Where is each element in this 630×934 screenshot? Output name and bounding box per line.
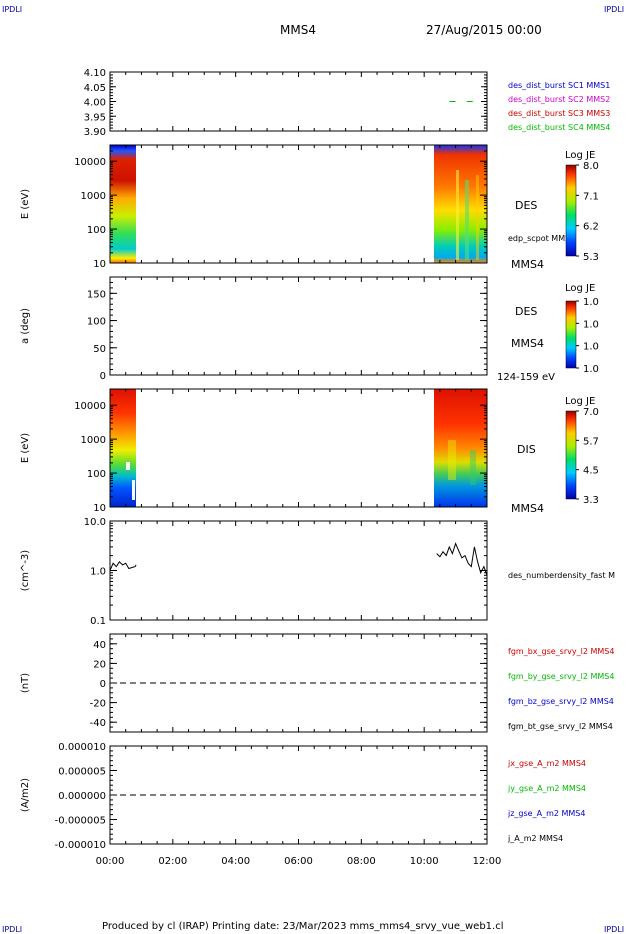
y-tick-label: 0.1 [90,616,106,627]
y-axis-label: (nT) [20,673,31,693]
y-tick-label: 10.0 [84,517,106,528]
y-tick-label: 0 [100,679,106,690]
panel-sublabel: edp_scpot MMS4 [508,234,575,243]
panel-label: DIS [517,443,536,456]
x-tick-label: 10:00 [410,856,439,867]
datetime-title: 27/Aug/2015 00:00 [426,23,542,37]
y-axis-label: a (deg) [20,308,31,344]
colorbar-tick-label: 1.0 [583,319,599,330]
colorbar-tick-label: 5.7 [583,436,599,447]
colorbar-tick-label: 5.3 [583,252,599,263]
density-line [109,561,137,571]
corner-label-bottom-right: IPDLI [604,925,624,934]
x-tick-label: 00:00 [96,856,125,867]
y-tick-label: 0.000000 [58,791,106,802]
y-tick-label: 0.000010 [58,742,106,753]
colorbar-tick-label: 1.0 [583,364,599,375]
panel-frame [109,388,488,508]
y-axis-label: E (eV) [20,433,31,463]
legend-entry: des_numberdensity_fast M [508,571,615,580]
corner-label-top-right: IPDLI [604,5,624,14]
y-tick-label: 0.000005 [58,767,106,778]
y-tick-label: 100 [87,469,106,480]
y-tick-label: 150 [87,289,106,300]
energy-range-label: 124-159 eV [497,372,555,383]
x-tick-label: 06:00 [284,856,313,867]
y-tick-label: 10000 [74,157,106,168]
y-tick-label: 4.05 [84,83,106,94]
y-tick-label: 1000 [81,191,106,202]
y-tick-label: 100 [87,317,106,328]
y-axis-label: (A/m2) [20,778,31,812]
density-line [436,542,488,576]
colorbar-tick-label: 6.2 [583,222,599,233]
panel-label: DES [515,199,537,212]
y-tick-label: 1000 [81,435,106,446]
x-tick-label: 04:00 [221,856,250,867]
y-tick-label: 10 [93,259,106,270]
colorbar-tick-label: 8.0 [583,161,599,172]
colorbar-title: Log JE [565,283,595,294]
spectrogram-imagery [110,145,487,507]
corner-label-bottom-left: IPDLI [2,925,22,934]
colorbar-title: Log JE [565,396,595,407]
colorbar-tick-label: 4.5 [583,466,599,477]
colorbar [565,164,577,257]
colorbar-title: Log JE [565,150,595,161]
x-tick-label: 08:00 [347,856,376,867]
spacecraft-label: MMS4 [511,258,544,271]
y-tick-label: 40 [93,640,106,651]
y-tick-label: -20 [90,699,106,710]
colorbar-tick-label: 7.0 [583,407,599,418]
colorbar-tick-label: 3.3 [583,495,599,506]
colorbar [565,410,577,500]
y-axis-label: E (eV) [20,189,31,219]
spacecraft-label: MMS4 [511,337,544,350]
y-tick-label: 100 [87,225,106,236]
legend-entry: fgm_bx_gse_srvy_l2 MMS4 [508,647,614,656]
legend-entry: des_dist_burst SC2 MMS2 [508,95,610,104]
y-tick-label: 50 [93,344,106,355]
colorbar-tick-label: 1.0 [583,342,599,353]
legend-entry: des_dist_burst SC1 MMS1 [508,81,610,90]
colorbar-tick-label: 7.1 [583,191,599,202]
y-tick-label: -40 [90,718,106,729]
panel-frame [109,144,488,264]
panel-label: DES [515,305,537,318]
y-tick-label: -0.000010 [55,840,106,851]
legend-entry: jz_gse_A_m2 MMS4 [507,809,585,818]
corner-label-top-left: IPDLI [2,5,22,14]
y-axis-label: (cm^-3) [20,550,31,591]
y-tick-label: 10 [93,503,106,514]
y-tick-label: 1.0 [90,567,106,578]
panel-frame [109,276,488,376]
x-tick-label: 12:00 [473,856,502,867]
spacecraft-title: MMS4 [280,23,316,37]
colorbar [565,300,577,369]
footer-text: Produced by cl (IRAP) Printing date: 23/… [102,921,503,932]
y-tick-label: 0 [100,371,106,382]
legend-entry: des_dist_burst SC3 MMS3 [508,109,610,118]
y-tick-label: 4.00 [84,98,106,109]
panel-frame [109,520,488,621]
legend-entry: fgm_bt_gse_srvy_l2 MMS4 [508,722,613,731]
y-tick-label: 10000 [74,401,106,412]
panel-frame [109,71,488,132]
legend-entry: j_A_m2 MMS4 [507,834,563,843]
colorbar-tick-label: 1.0 [583,297,599,308]
legend-entry: fgm_bz_gse_srvy_l2 MMS4 [508,697,614,706]
y-tick-label: 20 [93,659,106,670]
legend-entry: fgm_by_gse_srvy_l2 MMS4 [508,672,614,681]
legend-entry: jy_gse_A_m2 MMS4 [507,784,586,793]
spacecraft-label: MMS4 [511,502,544,515]
y-tick-label: -0.000005 [55,816,106,827]
legend-entry: des_dist_burst SC4 MMS4 [508,123,610,132]
x-tick-label: 02:00 [158,856,187,867]
legend-entry: jx_gse_A_m2 MMS4 [507,759,586,768]
y-tick-label: 4.10 [84,68,106,79]
y-tick-label: 3.90 [84,127,106,138]
y-tick-label: 3.95 [84,112,106,123]
